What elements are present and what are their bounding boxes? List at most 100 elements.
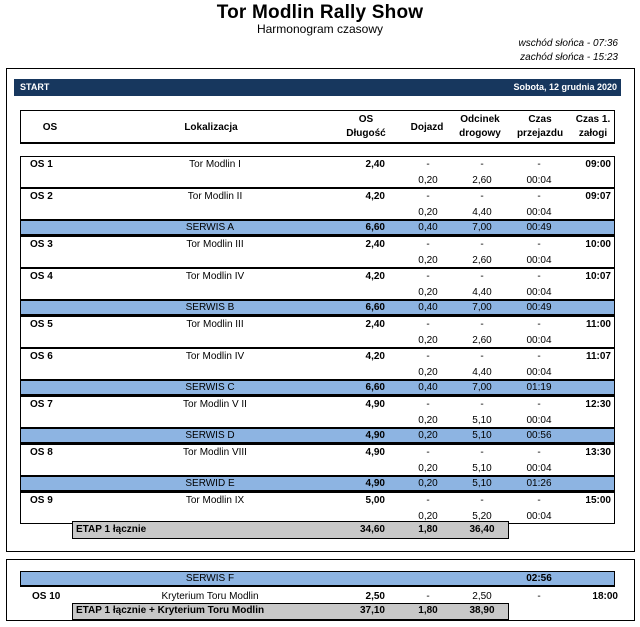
stage-approach-dash: -: [426, 159, 430, 170]
service-transit: 00:49: [526, 302, 552, 313]
service-transit: 01:26: [526, 478, 552, 489]
stage-number: OS 9: [30, 495, 53, 506]
stage-row: [20, 188, 615, 220]
service-row-f: [20, 571, 615, 587]
stage-crew-time: 10:00: [585, 239, 611, 250]
col-road-1: Odcinek: [460, 114, 500, 125]
stage-crew-time: 11:00: [585, 319, 611, 330]
stage-approach: 0,20: [418, 335, 438, 346]
start-bar: START Sobota, 12 grudnia 2020: [14, 79, 621, 96]
stage-row: [20, 268, 615, 300]
service-approach: 0,20: [418, 478, 438, 489]
service-road: 7,00: [472, 302, 492, 313]
service-transit: 00:49: [526, 222, 552, 233]
service-row: [20, 380, 615, 396]
stage-location: Tor Modlin IV: [185, 351, 245, 362]
col-length-1: OS: [358, 114, 374, 125]
stage-location: Tor Modlin III: [186, 319, 244, 330]
service-approach: 0,40: [418, 382, 438, 393]
stage-road-dash: -: [480, 399, 484, 410]
service-road: 5,10: [472, 478, 492, 489]
stage-road: 4,40: [472, 367, 492, 378]
service-road: 5,10: [472, 430, 492, 441]
stage-length: 4,90: [365, 447, 385, 458]
stage-approach-dash: -: [426, 191, 430, 202]
stage-transit: 00:04: [526, 207, 552, 218]
stage-approach-dash: -: [426, 351, 430, 362]
start-date: Sobota, 12 grudnia 2020: [513, 82, 617, 92]
service-location: SERWID E: [185, 478, 235, 489]
service-road: 7,00: [472, 382, 492, 393]
stage-road-dash: -: [480, 271, 484, 282]
os10-number: OS 10: [32, 591, 61, 602]
stage-approach-dash: -: [426, 239, 430, 250]
stage-approach: 0,20: [418, 207, 438, 218]
stage-approach: 0,20: [418, 287, 438, 298]
service-length: 6,60: [365, 302, 385, 313]
stage-approach-dash: -: [426, 319, 430, 330]
service-length: 6,60: [365, 382, 385, 393]
total-road: 38,90: [469, 605, 495, 616]
stage-road-dash: -: [480, 319, 484, 330]
col-transit-1: Czas: [528, 114, 552, 125]
stage-approach: 0,20: [418, 415, 438, 426]
stage-length: 4,20: [365, 351, 385, 362]
stage-location: Tor Modlin III: [186, 239, 244, 250]
stage-transit: 00:04: [526, 367, 552, 378]
page-title: Tor Modlin Rally Show: [216, 2, 424, 23]
stage-transit-dash: -: [537, 495, 541, 506]
stage-length: 5,00: [365, 495, 385, 506]
service-row: [20, 300, 615, 316]
service-approach: 0,20: [418, 430, 438, 441]
stage-road: 5,20: [472, 511, 492, 522]
total-summary: [72, 603, 509, 620]
stage-transit-dash: -: [537, 271, 541, 282]
os10-road: 2,50: [472, 591, 492, 602]
stage-road: 4,40: [472, 207, 492, 218]
sunrise-text: wschód słońca - 07:36: [518, 38, 618, 49]
service-length: 4,90: [365, 430, 385, 441]
stage-number: OS 3: [30, 239, 53, 250]
stage-road: 2,60: [472, 335, 492, 346]
stage-approach-dash: -: [426, 271, 430, 282]
stage-location: Tor Modlin I: [189, 159, 241, 170]
service-approach: 0,40: [418, 222, 438, 233]
stage-transit-dash: -: [537, 159, 541, 170]
col-location: Lokalizacja: [184, 122, 238, 133]
service-location: SERWIS D: [185, 430, 235, 441]
sunset-text: zachód słońca - 15:23: [520, 52, 618, 63]
page-subtitle: Harmonogram czasowy: [256, 22, 384, 36]
etap1-summary: [72, 521, 509, 539]
stage-transit-dash: -: [537, 319, 541, 330]
stage-transit: 00:04: [526, 463, 552, 474]
service-location: SERWIS A: [185, 222, 235, 233]
stage-transit-dash: -: [537, 239, 541, 250]
stage-length: 4,20: [365, 271, 385, 282]
stage-length: 2,40: [365, 239, 385, 250]
stage-number: OS 2: [30, 191, 53, 202]
etap1-label: ETAP 1 łącznie: [76, 524, 147, 535]
stage-number: OS 5: [30, 319, 53, 330]
service-transit: 00:56: [526, 430, 552, 441]
stage-approach-dash: -: [426, 399, 430, 410]
service-f-location: SERWIS F: [185, 573, 235, 584]
stage-road: 4,40: [472, 287, 492, 298]
stage-crew-time: 13:30: [585, 447, 611, 458]
stage-crew-time: 11:07: [585, 351, 611, 362]
stage-row: [20, 348, 615, 380]
service-transit: 01:19: [526, 382, 552, 393]
stage-crew-time: 15:00: [585, 495, 611, 506]
stage-length: 4,90: [365, 399, 385, 410]
col-transit-2: przejazdu: [516, 128, 564, 139]
os10-crew: 18:00: [592, 591, 618, 602]
stage-row: [20, 236, 615, 268]
os10-location: Kryterium Toru Modlin: [161, 591, 259, 602]
stage-road-dash: -: [480, 159, 484, 170]
stage-transit-dash: -: [537, 191, 541, 202]
total-label: ETAP 1 łącznie + Kryterium Toru Modlin: [76, 605, 265, 616]
stage-location: Tor Modlin IV: [185, 271, 245, 282]
table-header: OS Lokalizacja OS Długość Dojazd Odcinek…: [20, 110, 615, 144]
stage-length: 2,40: [365, 159, 385, 170]
service-location: SERWIS B: [185, 302, 235, 313]
stage-road: 2,60: [472, 255, 492, 266]
